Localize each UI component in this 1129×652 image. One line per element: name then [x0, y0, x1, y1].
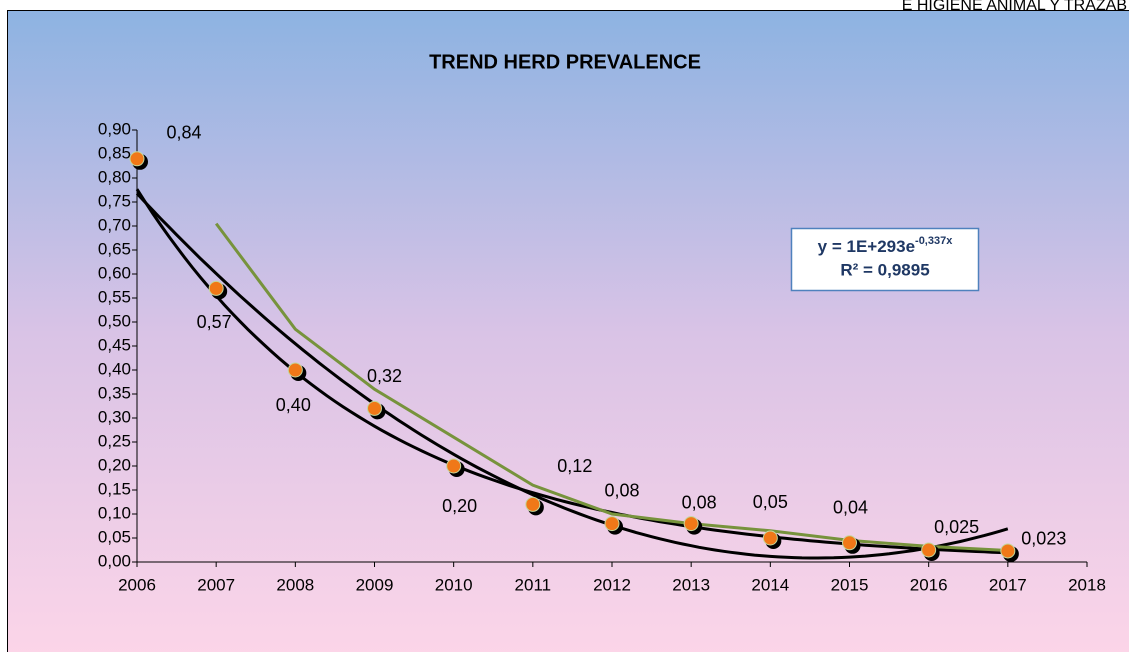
y-tick-label: 0,50	[98, 311, 131, 330]
y-tick-label: 0,60	[98, 263, 131, 282]
point	[446, 458, 462, 474]
x-tick-label: 2018	[1068, 575, 1106, 594]
y-tick-label: 0,85	[98, 143, 131, 162]
point	[842, 535, 857, 551]
data-label: 0,32	[367, 366, 402, 386]
y-tick-label: 0,00	[98, 551, 131, 570]
x-tick-label: 2014	[751, 575, 789, 594]
data-label: 0,84	[166, 123, 201, 143]
point	[762, 530, 778, 546]
equation: y = 1E+293e-0,337x	[818, 235, 954, 257]
chart-title: TREND HERD PREVALENCE	[429, 51, 701, 73]
equation-base: y = 1E+293e	[818, 237, 915, 256]
point	[1000, 543, 1016, 559]
point	[683, 516, 699, 532]
data-label: 0,40	[276, 395, 311, 415]
equation-exponent: -0,337x	[915, 235, 953, 247]
y-tick-label: 0,75	[98, 191, 131, 210]
data-label: 0,025	[934, 517, 979, 537]
x-tick-label: 2008	[276, 575, 314, 594]
x-tick-label: 2012	[593, 575, 631, 594]
y-tick-label: 0,15	[98, 479, 131, 498]
x-tick-label: 2015	[831, 575, 869, 594]
y-tick-label: 0,45	[98, 335, 131, 354]
y-tick-label: 0,05	[98, 527, 131, 546]
y-tick-label: 0,80	[98, 167, 131, 186]
plot: 0,00 0,05 0,10 0,15 0,20 0,25 0,30 0,35 0,40 0,45…	[98, 119, 1106, 594]
x-tick-label: 2006	[118, 575, 156, 594]
y-tick-label: 0,40	[98, 359, 131, 378]
data-label: 0,20	[442, 496, 477, 516]
data-label: 0,57	[197, 312, 232, 332]
y-tick-label: 0,30	[98, 407, 131, 426]
trendline	[135, 188, 1008, 555]
chart-area	[7, 10, 1129, 652]
y-tick-label: 0,20	[98, 455, 131, 474]
trendline	[214, 222, 1008, 552]
y-tick-label: 0,35	[98, 383, 131, 402]
y-tick-label: 0,55	[98, 287, 131, 306]
x-tick-label: 2007	[197, 575, 235, 594]
data-label: 0,08	[604, 480, 639, 500]
y-tick-label: 0,25	[98, 431, 131, 450]
x-tick-label: 2017	[989, 575, 1027, 594]
equation-box	[790, 227, 980, 292]
y-tick-label: 0,65	[98, 239, 131, 258]
x-tick-label: 2016	[910, 575, 948, 594]
point	[287, 362, 303, 378]
point	[604, 516, 620, 532]
point	[208, 280, 224, 296]
data-label: 0,023	[1021, 529, 1066, 549]
data-label: 0,05	[753, 492, 788, 512]
y-tick-label: 0,10	[98, 503, 131, 522]
r-squared: R² = 0,9895	[840, 260, 929, 279]
data-label: 0,12	[557, 456, 592, 476]
x-tick-label: 2013	[672, 575, 710, 594]
data-label: 0,04	[833, 498, 868, 518]
point	[921, 542, 937, 558]
x-tick-label: 2010	[435, 575, 473, 594]
x-tick-label: 2009	[356, 575, 394, 594]
data-label: 0,08	[682, 492, 717, 512]
y-tick-label: 0,90	[98, 119, 131, 138]
trendline	[135, 192, 1009, 560]
point	[525, 496, 541, 512]
y-tick-label: 0,70	[98, 215, 131, 234]
x-tick-label: 2011	[515, 575, 552, 594]
point	[367, 400, 382, 416]
point	[129, 151, 145, 167]
